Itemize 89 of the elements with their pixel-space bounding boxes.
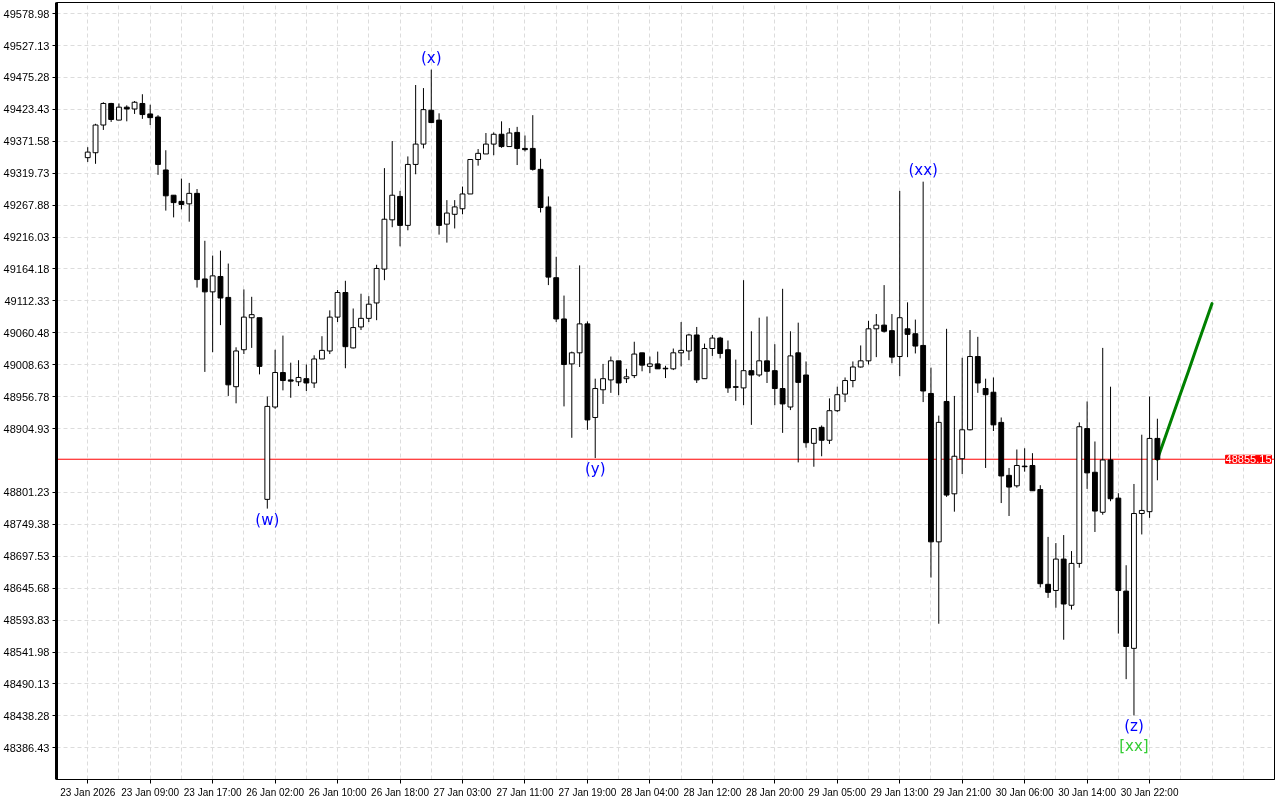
x-tick-label: 28 Jan 20:00 (745, 786, 805, 798)
y-tick-label: 49371.58 (3, 135, 50, 148)
y-tick-label: 49216.03 (3, 231, 50, 244)
candlestick (201, 240, 208, 373)
x-tick-label: 26 Jan 10:00 (308, 786, 367, 798)
candlestick (514, 126, 521, 166)
candlestick (280, 335, 286, 391)
x-tick-label: 23 Jan 09:00 (121, 786, 180, 798)
x-tick-label: 30 Jan 22:00 (1120, 786, 1179, 798)
candlestick (771, 343, 778, 406)
candlestick (607, 356, 614, 394)
annotation: (z) (1124, 717, 1144, 736)
annotation: (x) (420, 48, 442, 67)
x-tick-label: 28 Jan 12:00 (683, 786, 742, 798)
candlestick (600, 363, 606, 405)
candlestick (646, 356, 653, 374)
y-tick-label: 49527.13 (3, 39, 50, 52)
x-tick-label: 26 Jan 02:00 (246, 786, 305, 798)
y-tick-label: 49475.28 (3, 71, 50, 84)
candlestick (358, 293, 364, 331)
y-tick-label: 49423.43 (3, 103, 50, 116)
candlestick (686, 333, 692, 361)
candlestick (147, 104, 154, 126)
candlestick (1013, 448, 1020, 489)
candlestick (529, 114, 536, 172)
candlestick (186, 182, 193, 223)
candlestick (631, 341, 638, 379)
y-tick-label: 49164.18 (3, 262, 50, 275)
y-tick-label: 49578.98 (3, 7, 50, 20)
candlestick (350, 308, 357, 350)
x-tick-label: 30 Jan 06:00 (995, 786, 1055, 798)
candlestick (1006, 467, 1012, 517)
x-tick-label: 28 Jan 04:00 (620, 786, 680, 798)
candlestick (873, 313, 880, 358)
y-tick-label: 48801.23 (3, 486, 50, 499)
x-tick-label: 26 Jan 18:00 (371, 786, 430, 798)
y-tick-label: 48956.78 (3, 390, 50, 403)
x-tick-label: 29 Jan 13:00 (870, 786, 930, 798)
candlestick (857, 344, 864, 369)
candlestick (100, 101, 107, 131)
candlestick (810, 427, 817, 468)
annotation: [xx] (1119, 737, 1149, 756)
candlestick (412, 84, 419, 175)
y-tick-label: 48697.53 (3, 550, 50, 563)
candlestick (849, 360, 856, 388)
x-tick-label: 29 Jan 05:00 (808, 786, 867, 798)
annotation: (y) (584, 460, 606, 479)
candlestick (1045, 536, 1051, 599)
x-tick-label: 30 Jan 14:00 (1058, 786, 1117, 798)
y-tick-label: 49319.73 (3, 167, 50, 180)
y-tick-label: 48749.38 (3, 518, 50, 531)
candlestick (1138, 434, 1145, 535)
ref-line-label: 48855.15 (1225, 453, 1272, 466)
candlestick (912, 319, 919, 354)
x-tick-label: 27 Jan 19:00 (558, 786, 617, 798)
candlestick (522, 134, 528, 152)
y-tick-label: 48386.43 (3, 741, 50, 754)
candlestick (678, 321, 685, 367)
x-tick-label: 23 Jan 2026 (60, 786, 116, 798)
y-tick-label: 48541.98 (3, 646, 50, 659)
y-tick-label: 48904.93 (3, 422, 50, 435)
candlestick (764, 316, 770, 384)
candlestick (842, 376, 848, 403)
candlestick (443, 199, 450, 244)
y-tick-label: 48593.83 (3, 614, 50, 627)
x-tick-label: 27 Jan 03:00 (433, 786, 492, 798)
candlestick (881, 284, 888, 334)
y-tick-label: 49008.63 (3, 358, 50, 371)
x-tick-label: 27 Jan 11:00 (496, 786, 554, 798)
candlestick (568, 351, 575, 439)
candlestick (639, 352, 645, 372)
y-tick-label: 48438.28 (3, 709, 50, 722)
annotation: (xx) (908, 160, 938, 179)
y-tick-label: 48490.13 (3, 677, 50, 690)
candlestick (475, 148, 482, 167)
candlestick (483, 132, 489, 155)
y-tick-label: 48645.68 (3, 582, 50, 595)
candlestick (248, 296, 255, 349)
y-tick-label: 49112.33 (4, 294, 50, 307)
y-tick-label: 49060.48 (3, 326, 50, 339)
candlestick (834, 386, 841, 413)
y-tick-label: 49267.88 (3, 199, 50, 212)
x-tick-label: 23 Jan 17:00 (183, 786, 243, 798)
candlestick (732, 359, 739, 402)
candlestick (365, 295, 372, 323)
candlestick (319, 335, 325, 360)
annotation: (w) (255, 510, 280, 529)
x-tick-label: 29 Jan 21:00 (933, 786, 992, 798)
candlestick (756, 317, 763, 378)
